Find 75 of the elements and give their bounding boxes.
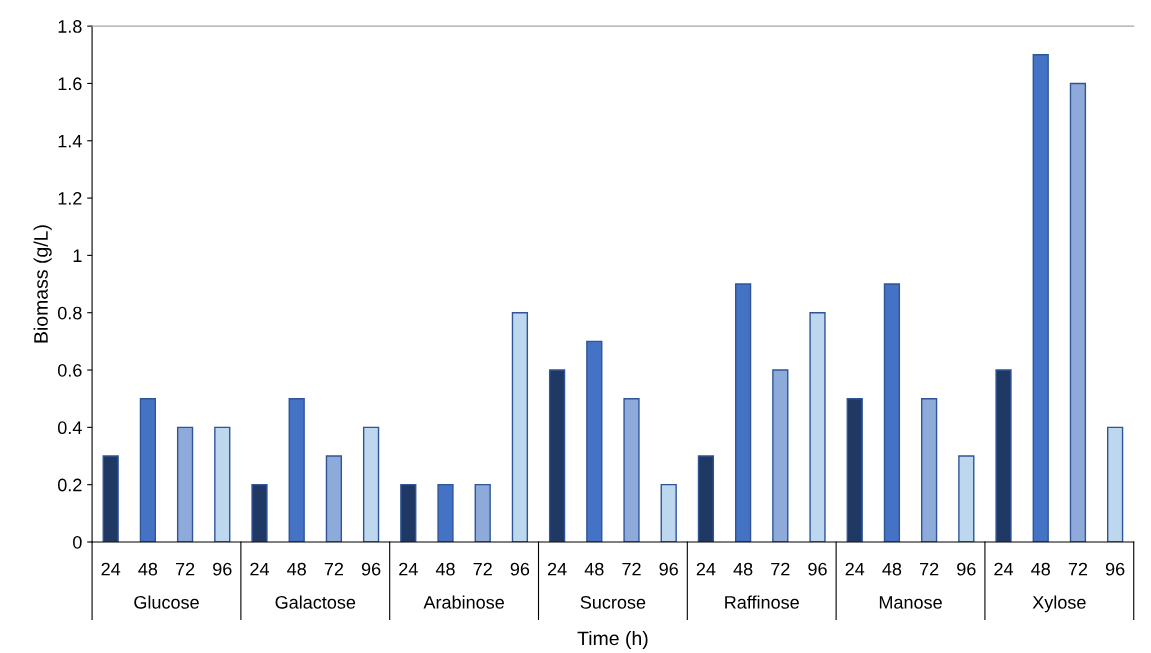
bar xyxy=(809,312,826,542)
text: 48 xyxy=(287,562,306,576)
bar xyxy=(772,369,789,542)
y-tick-label: 0.6 xyxy=(57,363,82,377)
text: 72 xyxy=(622,562,641,576)
text: 96 xyxy=(659,562,678,576)
bar xyxy=(437,483,454,542)
text: 96 xyxy=(510,562,530,576)
y-tick-label: 0.4 xyxy=(57,421,82,435)
bar xyxy=(1032,54,1049,542)
text: 48 xyxy=(138,562,158,576)
x-tick-label: Glucose xyxy=(134,595,199,609)
text: 96 xyxy=(213,562,232,576)
bar xyxy=(1106,426,1124,542)
y-tick-label: 0.8 xyxy=(57,306,82,320)
text: 24 xyxy=(101,562,121,576)
text: 48 xyxy=(733,562,753,576)
bar xyxy=(920,397,938,542)
bar xyxy=(325,455,343,542)
bar xyxy=(362,426,380,542)
bar xyxy=(734,283,752,542)
series-label: 96 xyxy=(361,562,381,576)
x-tick-label: Galactose xyxy=(275,595,356,609)
text: 48 xyxy=(1031,562,1050,576)
bar xyxy=(400,483,417,542)
y-tick-label: 0.2 xyxy=(57,478,82,492)
y-tick-label: 1.6 xyxy=(58,77,82,91)
text: 96 xyxy=(1105,562,1125,576)
series-label: 24 xyxy=(547,562,567,576)
bar xyxy=(474,483,491,542)
text: 24 xyxy=(250,562,269,576)
y-tick-label: 1 xyxy=(73,249,82,262)
bar xyxy=(660,483,677,542)
x-tick-label: Manose xyxy=(879,596,942,609)
bar xyxy=(288,397,305,542)
bar xyxy=(623,397,640,542)
y-tick-label: 0 xyxy=(73,535,82,549)
text: 24 xyxy=(399,562,418,576)
text: 48 xyxy=(435,562,455,576)
text: 72 xyxy=(920,562,939,576)
text: 72 xyxy=(324,562,344,576)
bar xyxy=(102,455,119,542)
text: 24 xyxy=(845,562,865,576)
text: 96 xyxy=(808,562,827,576)
series-label: 48 xyxy=(584,562,604,576)
bar xyxy=(1069,82,1087,542)
bar xyxy=(697,455,715,542)
bar xyxy=(883,283,901,542)
text: 72 xyxy=(473,562,492,576)
x-axis-title: Time (h) xyxy=(577,630,648,650)
text: 48 xyxy=(882,562,902,576)
x-tick-label: Sucrose xyxy=(580,595,646,609)
bar xyxy=(251,483,268,542)
bar xyxy=(548,369,566,542)
y-tick-label: 1.8 xyxy=(58,20,82,33)
text: 96 xyxy=(957,562,976,576)
x-tick-label: Arabinose xyxy=(423,595,504,609)
x-tick-label: Xylose xyxy=(1032,595,1086,613)
y-axis-title: Biomass (g/L) xyxy=(33,225,52,343)
bar xyxy=(586,340,603,542)
text: 24 xyxy=(994,562,1014,576)
text: 72 xyxy=(771,562,790,576)
x-tick-label: Raffinose xyxy=(725,595,799,609)
y-tick-label: 1.4 xyxy=(58,134,82,148)
bar xyxy=(176,426,194,542)
bar xyxy=(214,426,231,542)
bar xyxy=(511,312,529,542)
bar xyxy=(139,397,157,542)
y-tick-label: 1.2 xyxy=(58,192,82,205)
bar xyxy=(958,455,975,542)
text: 72 xyxy=(1068,562,1088,576)
series-label: 72 xyxy=(175,562,195,576)
bar xyxy=(995,369,1012,542)
bar xyxy=(846,397,863,542)
text: 24 xyxy=(696,562,716,576)
